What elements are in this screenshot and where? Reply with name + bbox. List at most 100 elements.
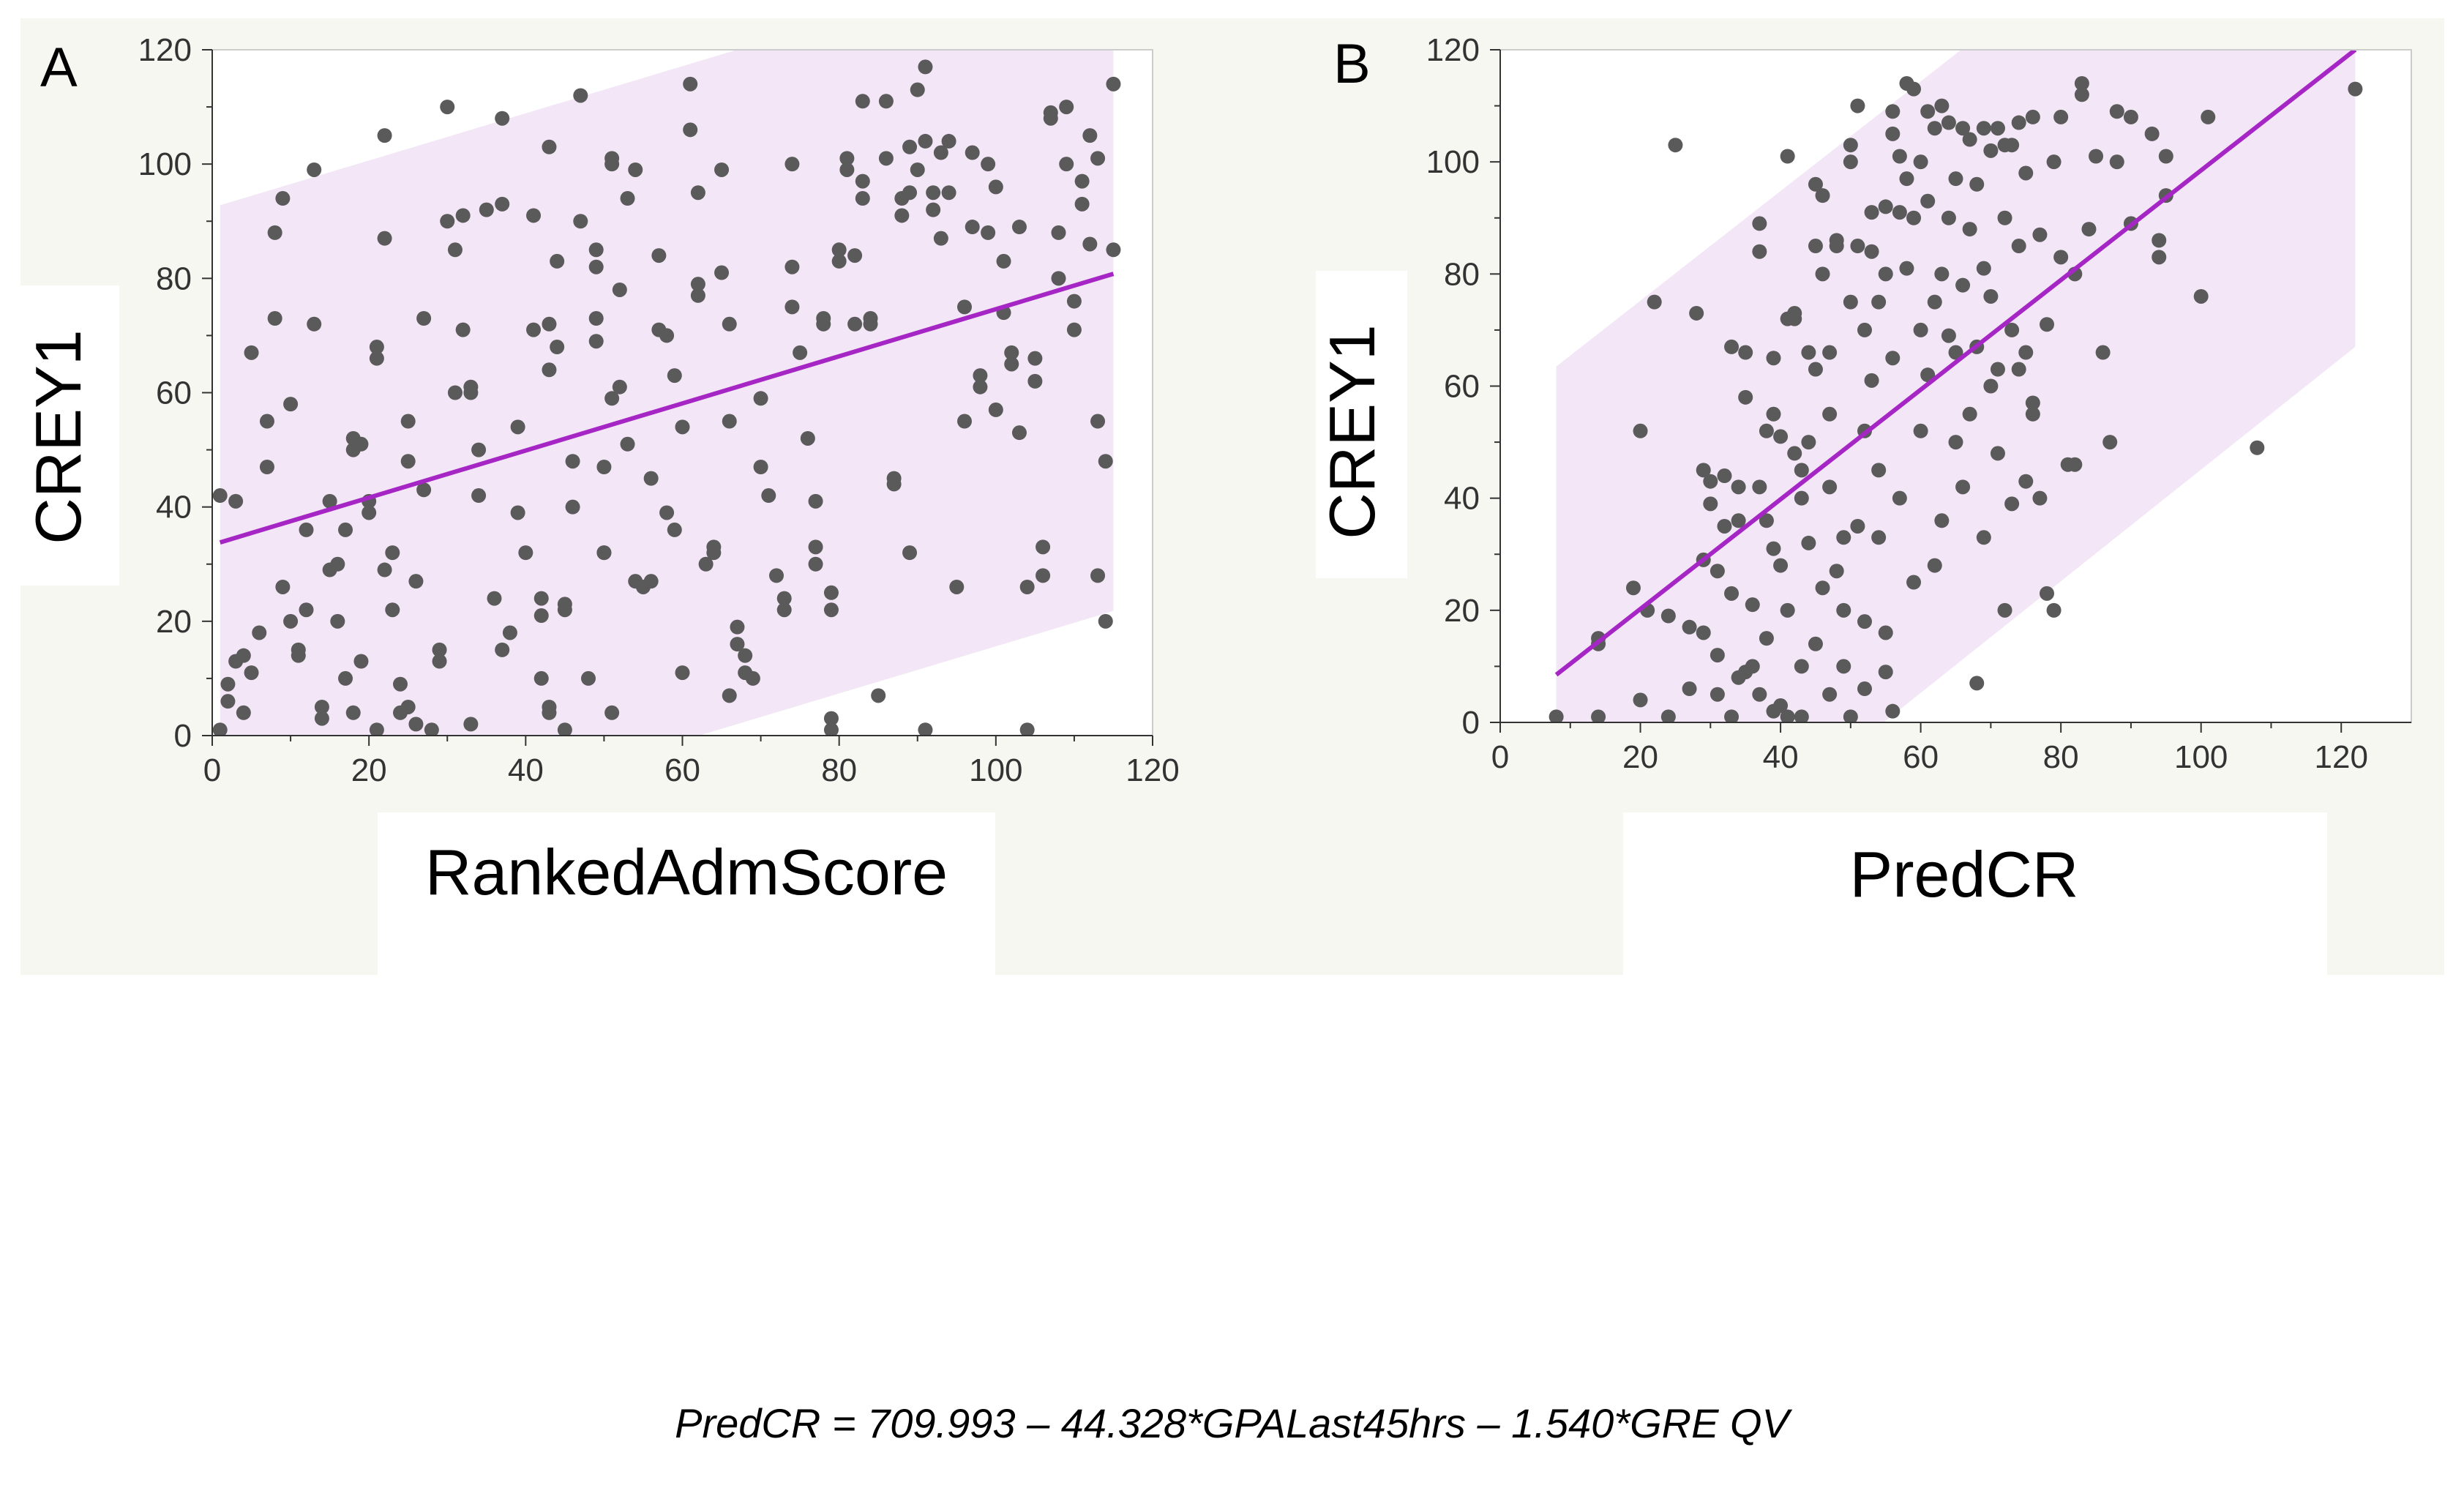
panel-a-data-point — [542, 316, 557, 332]
panel-a-data-point — [902, 139, 918, 154]
panel-a-y-tick-label: 60 — [156, 375, 192, 411]
panel-b-data-point — [2152, 233, 2167, 248]
panel-b-data-point — [1801, 535, 1816, 550]
panel-a-data-point — [533, 670, 549, 686]
panel-a-data-point — [659, 328, 675, 343]
panel-b-data-point — [2032, 490, 2048, 506]
panel-b-data-point — [1948, 171, 1963, 187]
panel-a-data-point — [542, 139, 557, 154]
panel-a-data-point — [487, 591, 502, 606]
panel-b-data-point — [1752, 687, 1767, 702]
panel-b-data-point — [2025, 395, 2040, 411]
panel-b-data-point — [1724, 709, 1740, 722]
panel-a-data-point — [573, 88, 588, 103]
panel-b-data-point — [1906, 575, 1922, 590]
panel-b-data-point — [1941, 115, 1956, 130]
panel-a-data-point — [847, 316, 863, 332]
panel-a-data-point — [894, 208, 910, 223]
panel-b-data-point — [1717, 468, 1732, 484]
panel-b-data-point — [1871, 463, 1887, 478]
panel-a-data-point — [706, 545, 722, 561]
panel-b-data-point — [1913, 423, 1928, 438]
panel-a-data-point — [307, 316, 322, 332]
panel-b-data-point — [1997, 210, 2012, 225]
panel-a-data-point — [533, 591, 549, 606]
panel-a-data-point — [988, 179, 1003, 195]
panel-a-data-point — [949, 579, 965, 594]
panel-a-data-point — [855, 173, 870, 189]
panel-b-data-point — [1822, 687, 1838, 702]
panel-a-data-point — [620, 191, 635, 206]
panel-b-data-point — [2018, 165, 2034, 181]
panel-a-data-point — [659, 505, 675, 520]
panel-b-data-point — [1955, 277, 1971, 293]
panel-a-data-point — [244, 345, 259, 360]
panel-b-data-point — [1696, 463, 1711, 478]
panel-a-data-point — [565, 499, 580, 515]
panel-a-data-point — [753, 460, 768, 475]
panel-a-data-point — [878, 151, 894, 166]
panel-a-data-point — [675, 665, 690, 681]
panel-b-data-point — [1745, 659, 1760, 674]
panel-a-data-point — [275, 579, 291, 594]
panel-b-data-point — [2004, 138, 2020, 153]
panel-a-data-point — [1004, 345, 1019, 360]
panel-a-data-point — [683, 122, 698, 138]
panel-b-data-point — [1773, 429, 1789, 444]
panel-b-data-point — [2201, 109, 2216, 124]
panel-b-data-point — [1983, 378, 1999, 394]
panel-b-data-point — [1850, 239, 1865, 254]
panel-a-data-point — [1043, 105, 1058, 120]
panel-b-data-point — [1668, 138, 1683, 153]
panel-a-data-point — [823, 602, 839, 618]
panel-a-data-point — [299, 602, 314, 618]
panel-a-y-tick-label: 40 — [156, 490, 192, 526]
panel-b-data-point — [1808, 239, 1823, 254]
panel-b-data-point — [1660, 709, 1676, 722]
panel-a-data-point — [823, 711, 839, 726]
panel-a-data-point — [502, 625, 517, 640]
panel-a-data-point — [863, 316, 878, 332]
panel-a-data-point — [698, 556, 714, 572]
panel-b-data-point — [1738, 389, 1753, 405]
panel-b-data-point — [1934, 513, 1950, 528]
panel-b-y-tick-label: 100 — [1426, 144, 1480, 180]
panel-a-data-point — [252, 625, 267, 640]
panel-b-data-point — [1899, 261, 1914, 276]
panel-b-data-point — [2004, 322, 2020, 337]
panel-a-data-point — [267, 310, 282, 326]
panel-a-data-point — [353, 436, 369, 452]
panel-b-data-point — [1976, 121, 1991, 136]
panel-b-data-point — [1906, 81, 1922, 97]
panel-a-data-point — [902, 545, 918, 561]
panel-a-data-point — [1059, 157, 1074, 172]
panel-a-data-point — [557, 722, 572, 736]
panel-b-data-point — [1885, 351, 1901, 366]
panel-a-data-point — [1011, 220, 1027, 235]
panel-b-data-point — [1885, 104, 1901, 119]
panel-a-data-point — [408, 574, 424, 589]
panel-b-data-point — [2144, 126, 2160, 141]
panel-b-data-point — [2089, 149, 2104, 164]
panel-b-data-point — [1549, 709, 1564, 722]
panel-a-data-point — [902, 185, 918, 201]
panel-a-data-point — [588, 259, 604, 274]
panel-b-data-point — [2040, 586, 2054, 601]
panel-a-data-point — [981, 225, 996, 240]
panel-a-data-point — [761, 488, 776, 504]
panel-b-data-point — [1731, 670, 1746, 685]
panel-b-data-point — [1983, 143, 1999, 158]
panel-a-data-point — [581, 670, 596, 686]
panel-b-data-point — [1850, 518, 1865, 534]
panel-a-data-point — [573, 214, 588, 229]
panel-b-data-point — [1997, 602, 2012, 618]
panel-b-data-point — [1717, 518, 1732, 534]
panel-a-data-point — [604, 705, 620, 720]
panel-b-data-point — [1885, 703, 1901, 719]
panel-b-data-point — [1731, 479, 1746, 495]
regression-formula: PredCR = 709.993 – 44.328*GPALast45hrs –… — [675, 1400, 1789, 1446]
panel-a-data-point — [714, 265, 730, 280]
panel-b-data-point — [1703, 474, 1718, 489]
panel-a-data-point — [973, 368, 988, 384]
